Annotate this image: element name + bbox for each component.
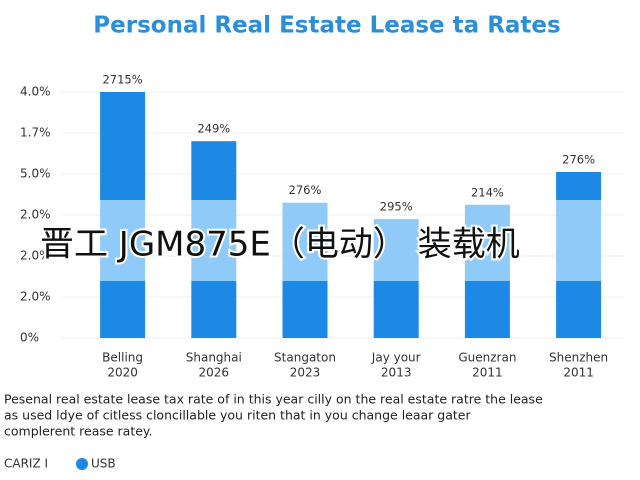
bar [191, 141, 237, 338]
y-tick-label: 2.0% [20, 290, 51, 304]
bar [100, 92, 146, 338]
bar-annotation: 276% [562, 152, 595, 166]
x-tick-label: Shanghai [186, 351, 242, 365]
x-tick-label: 2020 [107, 366, 138, 380]
legend-label: USB [91, 457, 116, 471]
bar-annotation: 214% [471, 185, 504, 199]
y-tick-label: 5.0% [20, 167, 51, 181]
bar [282, 202, 328, 338]
x-tick-label: Shenzhen [549, 351, 608, 365]
watermark: 晋工 JGM875E（电动） 装载机 [40, 225, 520, 265]
bar-annotation: 2715% [102, 73, 142, 87]
bar [373, 219, 419, 338]
caption: Pesenal real estate lease tax rate of in… [4, 392, 543, 407]
y-tick-label: 1.7% [20, 126, 51, 140]
plot: 4.0%1.7%5.0%2.0%2.0%2.0%0%2715%Belling20… [20, 73, 625, 380]
bar-annotation: 249% [197, 122, 230, 136]
bar-annotation: 295% [380, 200, 413, 214]
x-tick-label: 2026 [199, 366, 230, 380]
overlay: 晋工 JGM875E（电动） 装载机 [38, 223, 522, 267]
caption: as used ldye of citless cloncillable you… [4, 408, 471, 423]
bar-annotation: 276% [289, 183, 322, 197]
y-tick-label: 2.0% [20, 249, 51, 263]
x-tick-label: Jay your [371, 351, 421, 365]
y-tick-label: 2.0% [20, 208, 51, 222]
x-tick-label: 2023 [290, 366, 321, 380]
chart-title: Personal Real Estate Lease ta Rates [93, 13, 560, 39]
x-tick-label: Belling [102, 351, 143, 365]
y-tick-label: 4.0% [20, 85, 51, 99]
x-tick-label: 2011 [563, 366, 594, 380]
bar [556, 171, 602, 338]
caption: complerent rease ratey. [4, 424, 153, 439]
bar [464, 204, 510, 338]
x-tick-label: Stangaton [274, 351, 336, 365]
x-tick-label: 2013 [381, 366, 412, 380]
x-tick-label: 2011 [472, 366, 503, 380]
legend-marker [76, 458, 88, 470]
legend-label: CARIZ I [4, 457, 48, 471]
y-tick-label: 0% [20, 331, 39, 345]
x-tick-label: Guenzran [458, 351, 516, 365]
